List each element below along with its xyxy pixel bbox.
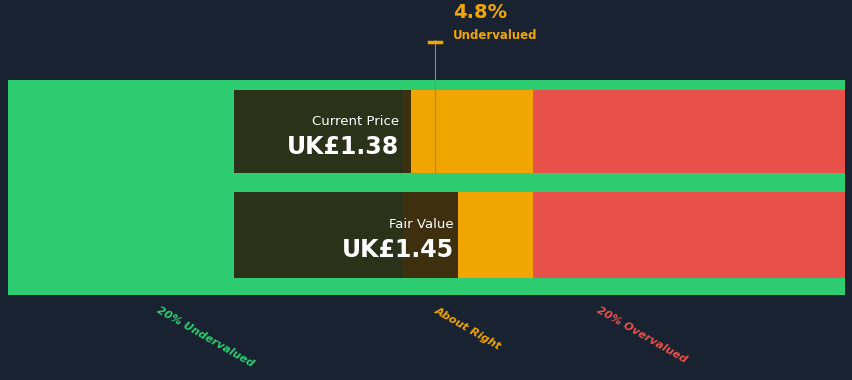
Bar [403, 90, 532, 173]
Text: UK£1.38: UK£1.38 [286, 135, 399, 158]
Bar [8, 192, 403, 278]
Text: 20% Overvalued: 20% Overvalued [595, 305, 688, 365]
Text: 4.8%: 4.8% [452, 3, 506, 22]
Text: About Right: About Right [433, 305, 503, 351]
Bar [8, 173, 844, 192]
Bar [532, 192, 844, 278]
Bar [233, 90, 411, 173]
Bar [233, 192, 457, 278]
Bar [8, 90, 403, 173]
Text: Fair Value: Fair Value [389, 218, 453, 231]
Bar [532, 90, 844, 173]
Text: UK£1.45: UK£1.45 [341, 238, 453, 262]
Text: 20% Undervalued: 20% Undervalued [155, 305, 256, 369]
Text: Current Price: Current Price [312, 115, 399, 128]
Bar [8, 278, 844, 295]
Bar [403, 192, 532, 278]
Text: Undervalued: Undervalued [452, 29, 537, 42]
Bar [8, 80, 844, 90]
